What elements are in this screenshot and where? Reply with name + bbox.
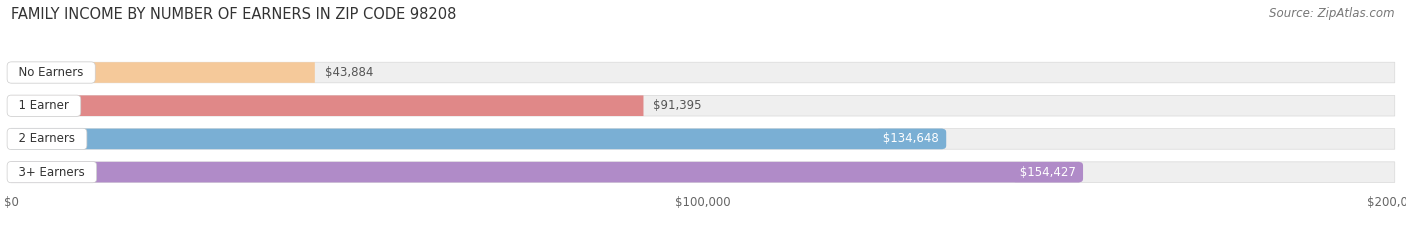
Text: 2 Earners: 2 Earners xyxy=(11,132,83,145)
Text: $134,648: $134,648 xyxy=(879,132,942,145)
Text: No Earners: No Earners xyxy=(11,66,91,79)
Text: $154,427: $154,427 xyxy=(1017,166,1080,179)
FancyBboxPatch shape xyxy=(11,62,315,83)
Text: Source: ZipAtlas.com: Source: ZipAtlas.com xyxy=(1270,7,1395,20)
Text: 1 Earner: 1 Earner xyxy=(11,99,76,112)
Text: $43,884: $43,884 xyxy=(325,66,373,79)
FancyBboxPatch shape xyxy=(11,62,1395,83)
FancyBboxPatch shape xyxy=(11,129,1395,149)
FancyBboxPatch shape xyxy=(11,96,644,116)
FancyBboxPatch shape xyxy=(11,162,1395,182)
Text: $91,395: $91,395 xyxy=(654,99,702,112)
FancyBboxPatch shape xyxy=(11,96,1395,116)
FancyBboxPatch shape xyxy=(11,162,1080,182)
Text: 3+ Earners: 3+ Earners xyxy=(11,166,93,179)
FancyBboxPatch shape xyxy=(11,129,942,149)
Text: FAMILY INCOME BY NUMBER OF EARNERS IN ZIP CODE 98208: FAMILY INCOME BY NUMBER OF EARNERS IN ZI… xyxy=(11,7,457,22)
